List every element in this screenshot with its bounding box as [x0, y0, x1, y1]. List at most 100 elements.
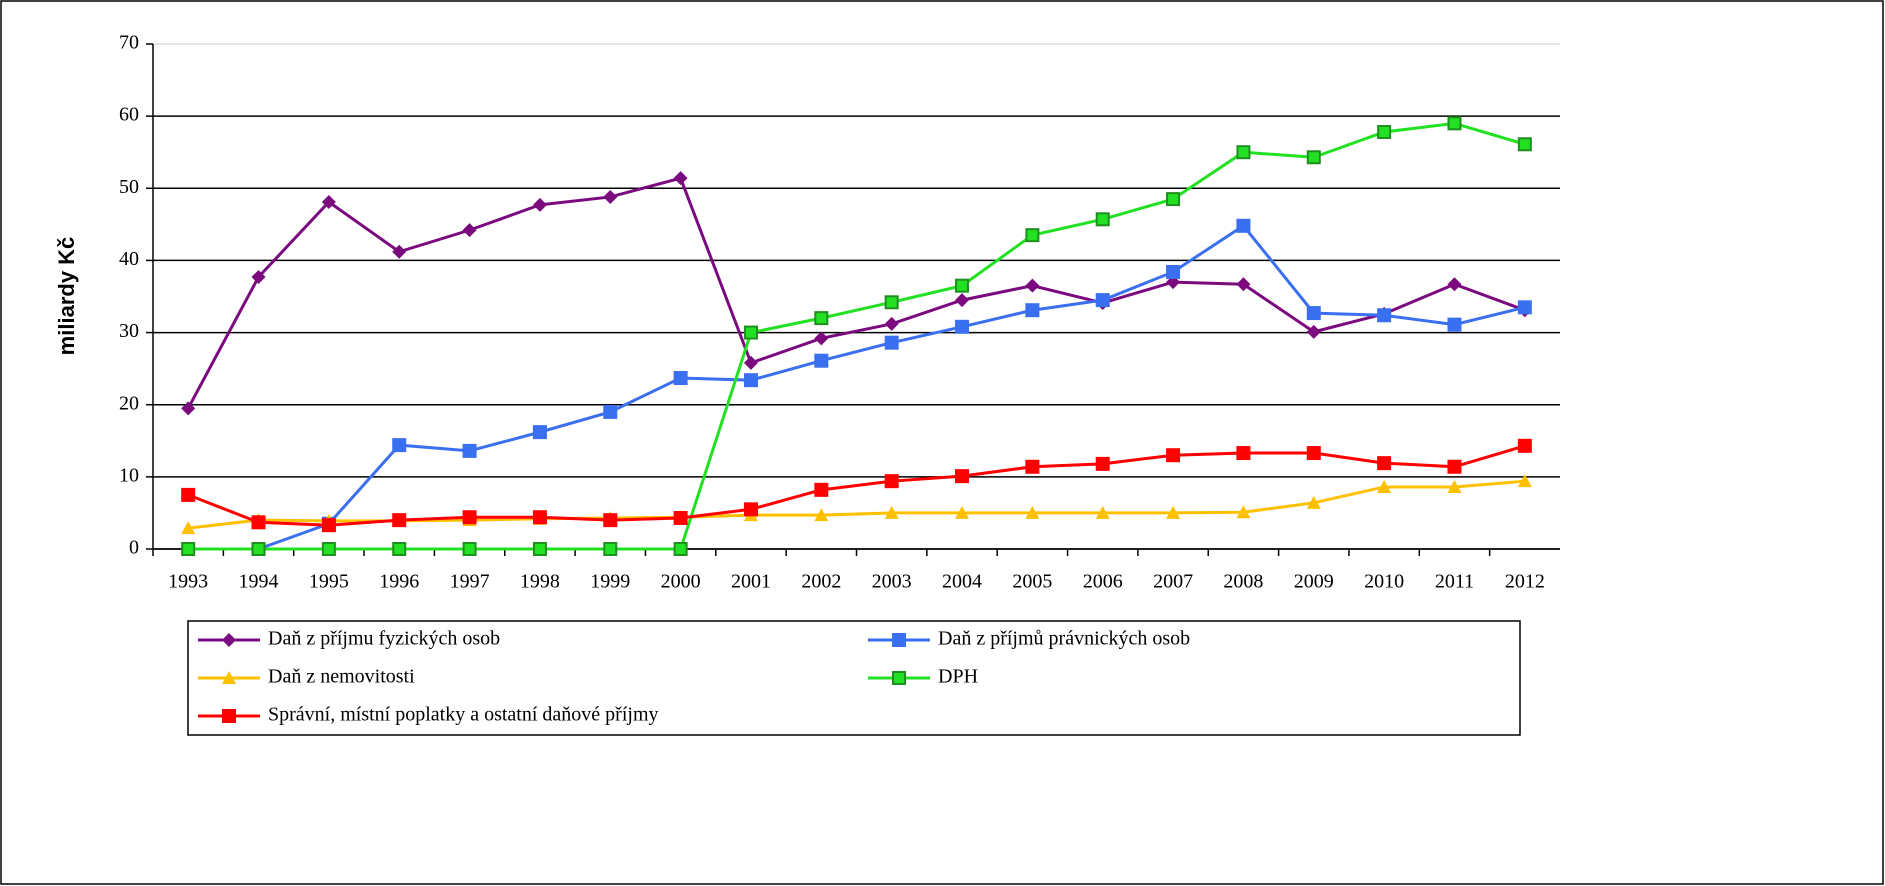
data-point: [955, 505, 970, 519]
legend-box: [187, 620, 1521, 736]
data-point: [1025, 459, 1040, 474]
data-point: [251, 515, 266, 530]
x-tick-label: 2001: [731, 571, 771, 593]
y-tick-label: 20: [119, 392, 139, 414]
data-point: [1306, 150, 1321, 165]
data-point: [1025, 278, 1040, 293]
data-point: [1095, 293, 1110, 308]
data-point: [743, 373, 758, 388]
x-tick-label: 1993: [168, 571, 208, 593]
data-point: [1166, 505, 1181, 519]
legend-marker: [892, 671, 906, 685]
legend-label: Daň z nemovitosti: [268, 666, 415, 688]
data-point: [1377, 456, 1392, 471]
data-point: [251, 270, 266, 285]
data-point: [1447, 459, 1462, 474]
data-point: [814, 508, 829, 522]
data-point: [743, 355, 758, 370]
data-point: [603, 542, 618, 556]
x-tick-label: 2009: [1294, 571, 1334, 593]
data-point: [462, 223, 477, 238]
data-point: [1447, 317, 1462, 332]
data-point: [884, 316, 899, 331]
data-point: [462, 542, 477, 556]
data-point: [532, 425, 547, 440]
data-point: [1025, 505, 1040, 519]
data-point: [462, 443, 477, 458]
data-point: [884, 474, 899, 489]
data-point: [814, 331, 829, 346]
data-point: [1095, 212, 1110, 227]
x-tick-label: 1999: [590, 571, 630, 593]
data-point: [1306, 495, 1321, 509]
data-point: [1236, 277, 1251, 292]
data-point: [1166, 448, 1181, 463]
data-point: [1025, 228, 1040, 243]
data-point: [181, 401, 196, 416]
data-point: [814, 311, 829, 326]
x-tick-label: 1996: [379, 571, 419, 593]
data-point: [1447, 116, 1462, 131]
data-point: [603, 513, 618, 528]
data-point: [532, 510, 547, 525]
y-tick-label: 30: [119, 320, 139, 342]
data-point: [1517, 300, 1532, 315]
legend-marker: [222, 671, 236, 684]
data-point: [955, 319, 970, 334]
data-point: [392, 438, 407, 453]
x-tick-label: 2004: [942, 571, 982, 593]
legend-label: DPH: [938, 666, 978, 688]
data-point: [1306, 446, 1321, 461]
data-point: [532, 542, 547, 556]
x-tick-label: 2003: [872, 571, 912, 593]
x-tick-label: 1998: [520, 571, 560, 593]
data-point: [1166, 192, 1181, 207]
data-point: [181, 542, 196, 556]
data-point: [532, 197, 547, 212]
data-point: [955, 278, 970, 293]
data-point: [392, 244, 407, 259]
series-line: [186, 176, 1526, 410]
data-point: [673, 542, 688, 556]
legend-marker: [222, 709, 236, 723]
y-tick-label: 60: [119, 104, 139, 126]
data-point: [1236, 218, 1251, 233]
data-point: [955, 293, 970, 308]
data-point: [673, 371, 688, 386]
x-tick-label: 1997: [450, 571, 490, 593]
x-tick-label: 2005: [1012, 571, 1052, 593]
data-point: [1306, 324, 1321, 339]
legend-marker: [892, 633, 906, 647]
x-tick-label: 2002: [801, 571, 841, 593]
series-line: [188, 121, 1526, 551]
series-line: [187, 444, 1526, 527]
x-tick-label: 2007: [1153, 571, 1193, 593]
data-point: [462, 510, 477, 525]
x-tick-label: 2010: [1364, 571, 1404, 593]
y-tick-label: 0: [129, 537, 139, 559]
data-point: [1517, 137, 1532, 152]
data-point: [1517, 438, 1532, 453]
x-tick-label: 2000: [661, 571, 701, 593]
data-point: [603, 404, 618, 419]
data-point: [1306, 306, 1321, 321]
x-tick-label: 2012: [1505, 571, 1545, 593]
data-point: [673, 171, 688, 186]
legend-label: Daň z příjmů právnických osob: [938, 628, 1190, 650]
data-point: [1447, 277, 1462, 292]
data-point: [1517, 474, 1532, 488]
y-axis-label: miliardy Kč: [54, 237, 79, 356]
x-tick-label: 1994: [239, 571, 279, 593]
x-tick-label: 1995: [309, 571, 349, 593]
data-point: [1377, 479, 1392, 493]
data-point: [1377, 308, 1392, 323]
data-point: [743, 325, 758, 340]
data-point: [1236, 145, 1251, 160]
data-point: [603, 189, 618, 204]
data-point: [181, 521, 196, 535]
data-point: [884, 335, 899, 350]
y-tick-label: 10: [119, 464, 139, 486]
data-point: [673, 510, 688, 525]
data-point: [955, 469, 970, 484]
